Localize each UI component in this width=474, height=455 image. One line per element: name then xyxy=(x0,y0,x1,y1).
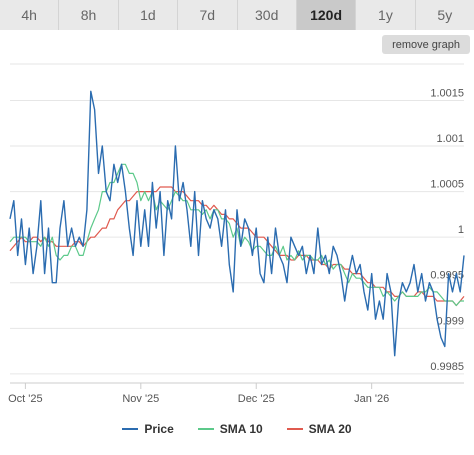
y-tick-label: 0.9985 xyxy=(430,361,464,373)
tab-30d[interactable]: 30d xyxy=(237,0,297,30)
legend-item-sma-20[interactable]: SMA 20 xyxy=(286,422,352,436)
y-tick-label: 1.0015 xyxy=(430,87,464,99)
y-tick-label: 0.999 xyxy=(436,315,464,327)
legend-label-price: Price xyxy=(144,422,174,436)
tab-1d[interactable]: 1d xyxy=(118,0,179,30)
tab-7d[interactable]: 7d xyxy=(178,0,238,30)
legend-swatch-price xyxy=(122,428,139,430)
legend-item-sma-10[interactable]: SMA 10 xyxy=(197,422,263,436)
tab-120d[interactable]: 120d xyxy=(296,0,357,30)
remove-graph-button[interactable]: remove graph xyxy=(382,35,470,54)
price-chart: 1.0015 1.001 1.0005 1 0.9995 0.999 0.9985 Oct '… xyxy=(8,63,465,405)
x-tick-label: Oct '25 xyxy=(8,393,43,405)
y-tick-label: 1 xyxy=(458,224,464,236)
legend-label-sma-20: SMA 20 xyxy=(308,422,352,436)
y-tick-label: 1.001 xyxy=(436,133,464,145)
legend-swatch-sma-20 xyxy=(286,428,303,430)
y-tick-label: 0.9995 xyxy=(430,270,464,282)
legend-label-sma-10: SMA 10 xyxy=(219,422,263,436)
tab-8h[interactable]: 8h xyxy=(59,0,119,30)
price-line xyxy=(9,90,465,357)
chart-legend: Price SMA 10 SMA 20 xyxy=(0,418,474,440)
timeframe-tabs: 4h 8h 1d 7d 30d 120d 1y 5y xyxy=(0,0,474,30)
tab-1y[interactable]: 1y xyxy=(356,0,416,30)
x-tick-label: Dec '25 xyxy=(238,393,275,405)
x-tick-label: Jan '26 xyxy=(354,393,389,405)
x-tick-label: Nov '25 xyxy=(122,393,159,405)
tab-4h[interactable]: 4h xyxy=(0,0,60,30)
legend-swatch-sma-10 xyxy=(197,428,214,430)
y-tick-label: 1.0005 xyxy=(430,179,464,191)
sma-10-line xyxy=(9,163,464,307)
sma-20-line xyxy=(9,186,465,307)
legend-item-price[interactable]: Price xyxy=(122,422,174,436)
tab-5y[interactable]: 5y xyxy=(415,0,474,30)
